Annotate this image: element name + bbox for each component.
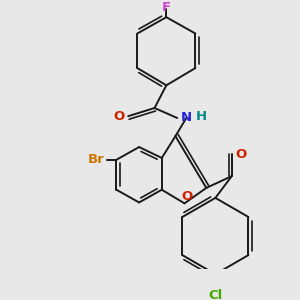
Text: O: O: [182, 190, 193, 202]
Text: Cl: Cl: [208, 290, 223, 300]
Text: N: N: [181, 112, 192, 124]
Text: Br: Br: [88, 153, 105, 166]
Text: F: F: [162, 1, 171, 14]
Text: H: H: [196, 110, 207, 123]
Text: O: O: [235, 148, 246, 161]
Text: O: O: [113, 110, 125, 123]
